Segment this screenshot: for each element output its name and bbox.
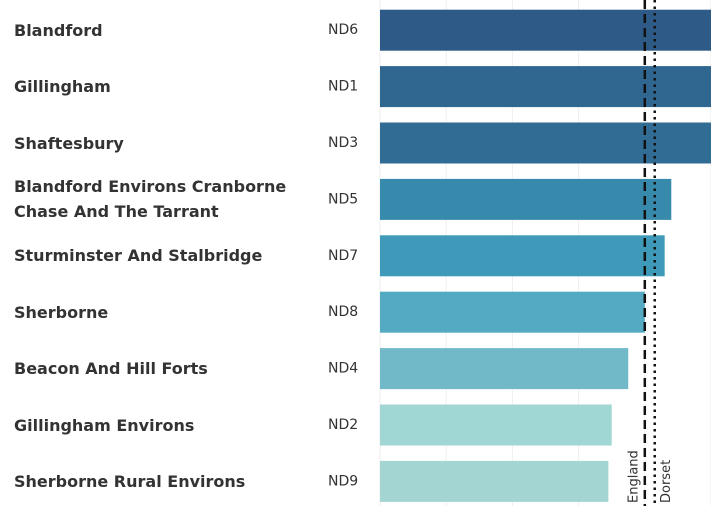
category-label: Blandford bbox=[14, 20, 103, 40]
category-label-wrap: Sherborne bbox=[14, 284, 314, 340]
code-label: ND5 bbox=[328, 191, 358, 207]
code-label: ND4 bbox=[328, 361, 358, 377]
category-label-wrap: Gillingham bbox=[14, 59, 314, 115]
category-label-box: Gillingham bbox=[14, 59, 314, 115]
bar bbox=[380, 122, 711, 164]
category-label: Gillingham bbox=[14, 77, 111, 97]
category-label: Sherborne bbox=[14, 302, 109, 322]
category-label-wrap: Sturminster And Stalbridge bbox=[14, 228, 314, 284]
category-label-box: Gillingham Environs bbox=[14, 397, 314, 453]
category-label: Shaftesbury bbox=[14, 133, 124, 153]
bar bbox=[380, 66, 711, 108]
category-label: Gillingham Environs bbox=[14, 415, 195, 435]
bar bbox=[380, 348, 629, 390]
code-label: ND7 bbox=[328, 248, 358, 264]
category-label-box: Blandford Environs Cranborne Chase And T… bbox=[14, 171, 314, 227]
code-label: ND3 bbox=[328, 135, 358, 151]
code-label: ND2 bbox=[328, 417, 358, 433]
category-label-box: Shaftesbury bbox=[14, 115, 314, 171]
bar bbox=[380, 291, 645, 333]
category-label-wrap: Blandford bbox=[14, 2, 314, 58]
category-label: Sturminster And Stalbridge bbox=[14, 246, 263, 266]
category-label: Blandford Environs Cranborne Chase And T… bbox=[14, 177, 287, 222]
code-label: ND9 bbox=[328, 473, 358, 489]
category-label-wrap: Beacon And Hill Forts bbox=[14, 341, 314, 397]
bar bbox=[380, 235, 665, 277]
category-label-box: Sherborne bbox=[14, 284, 314, 340]
category-label-wrap: Shaftesbury bbox=[14, 115, 314, 171]
category-label-wrap: Blandford Environs Cranborne Chase And T… bbox=[14, 171, 314, 227]
bar bbox=[380, 178, 672, 220]
category-label-box: Sturminster And Stalbridge bbox=[14, 228, 314, 284]
code-label: ND8 bbox=[328, 304, 358, 320]
reference-label: Dorset bbox=[659, 460, 674, 503]
bar bbox=[380, 460, 609, 502]
reference-label: England bbox=[626, 450, 641, 503]
bar bbox=[380, 404, 612, 446]
category-label-wrap: Sherborne Rural Environs bbox=[14, 453, 314, 506]
category-label-wrap: Gillingham Environs bbox=[14, 397, 314, 453]
category-label: Beacon And Hill Forts bbox=[14, 359, 208, 379]
code-label: ND6 bbox=[328, 22, 358, 38]
category-label-box: Sherborne Rural Environs bbox=[14, 453, 314, 506]
category-label-box: Blandford bbox=[14, 2, 314, 58]
category-label-box: Beacon And Hill Forts bbox=[14, 341, 314, 397]
bar bbox=[380, 9, 711, 51]
code-label: ND1 bbox=[328, 79, 358, 95]
category-label: Sherborne Rural Environs bbox=[14, 471, 246, 491]
